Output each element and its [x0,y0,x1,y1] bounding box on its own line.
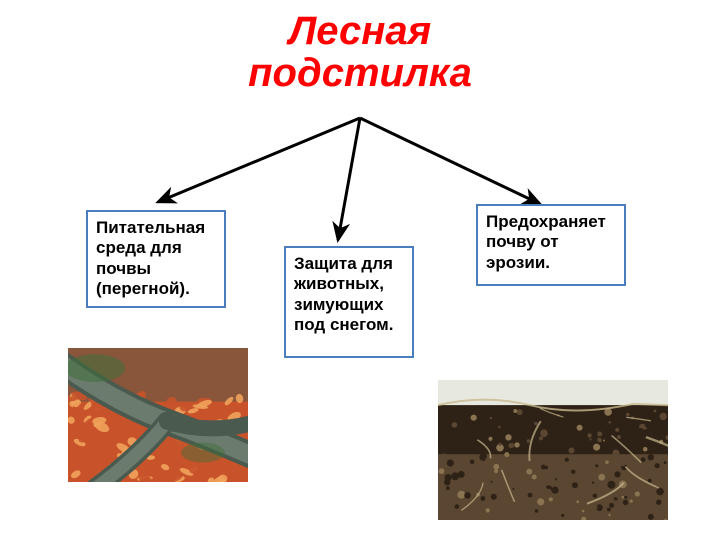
box-erosion-text: Предохраняет почву от эрозии. [486,212,606,272]
title-line-2: подстилка [0,52,720,94]
box-erosion: Предохраняет почву от эрозии. [476,204,626,286]
box-nutrition: Питательная среда для почвы (перегной). [86,210,226,308]
box-shelter-text: Защита для животных, зимующих под снегом… [294,254,393,334]
title-line-1: Лесная [0,10,720,52]
photo-soil-erosion [438,380,668,520]
slide-canvas: Лесная подстилка Питательная среда для п… [0,0,720,540]
box-nutrition-text: Питательная среда для почвы (перегной). [96,218,205,298]
box-shelter: Защита для животных, зимующих под снегом… [284,246,414,358]
slide-title: Лесная подстилка [0,10,720,94]
arrow-1 [158,118,360,202]
arrow-3 [360,118,540,204]
photo-forest-floor [68,348,248,482]
arrow-2 [338,118,360,240]
